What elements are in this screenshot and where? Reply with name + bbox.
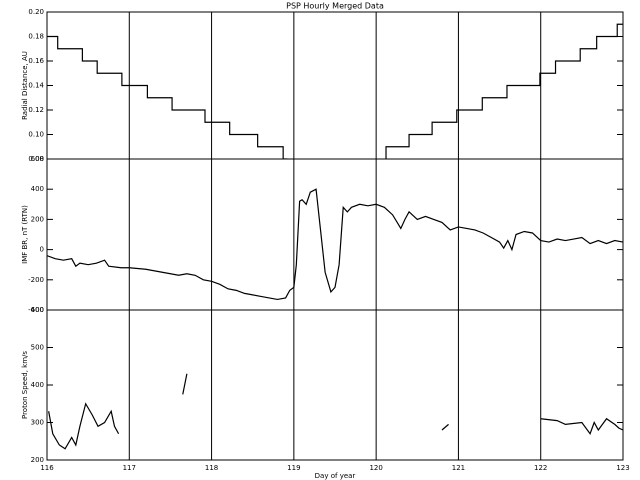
y-axis-label: IMF BR, nT (RTN) bbox=[21, 205, 29, 264]
y-tick-label: 0.08 bbox=[28, 155, 44, 163]
x-tick-label: 117 bbox=[123, 464, 136, 472]
y-tick-label: 500 bbox=[31, 344, 44, 352]
y-axis-label: Proton Speed, km/s bbox=[21, 351, 29, 419]
y-tick-label: 600 bbox=[31, 306, 44, 314]
x-tick-label: 121 bbox=[452, 464, 465, 472]
y-axis-label: Radial Distance, AU bbox=[21, 51, 29, 120]
data-line bbox=[48, 373, 623, 450]
y-tick-label: 400 bbox=[31, 185, 44, 193]
x-tick-label: 120 bbox=[369, 464, 382, 472]
y-tick-label: 0 bbox=[40, 246, 44, 254]
x-tick-label: 116 bbox=[40, 464, 54, 472]
y-tick-label: -200 bbox=[28, 276, 44, 284]
y-tick-label: 0.20 bbox=[28, 8, 44, 16]
data-line bbox=[47, 23, 623, 159]
y-tick-label: 300 bbox=[31, 419, 44, 427]
y-tick-label: 200 bbox=[31, 456, 44, 464]
x-axis-label: Day of year bbox=[315, 472, 356, 480]
x-tick-label: 123 bbox=[616, 464, 629, 472]
x-tick-label: 119 bbox=[287, 464, 300, 472]
y-tick-label: -400 bbox=[28, 306, 44, 314]
x-tick-label: 122 bbox=[534, 464, 547, 472]
y-tick-label: 200 bbox=[31, 215, 44, 223]
y-tick-label: 0.14 bbox=[28, 82, 44, 90]
chart-title: PSP Hourly Merged Data bbox=[286, 2, 384, 11]
y-tick-label: 0.18 bbox=[28, 33, 44, 41]
y-tick-label: 600 bbox=[31, 155, 44, 163]
x-tick-label: 118 bbox=[205, 464, 218, 472]
y-tick-label: 0.16 bbox=[28, 57, 44, 65]
data-line bbox=[47, 188, 623, 301]
y-tick-label: 0.12 bbox=[28, 106, 44, 114]
y-tick-label: 400 bbox=[31, 381, 44, 389]
y-tick-label: 0.10 bbox=[28, 131, 44, 139]
